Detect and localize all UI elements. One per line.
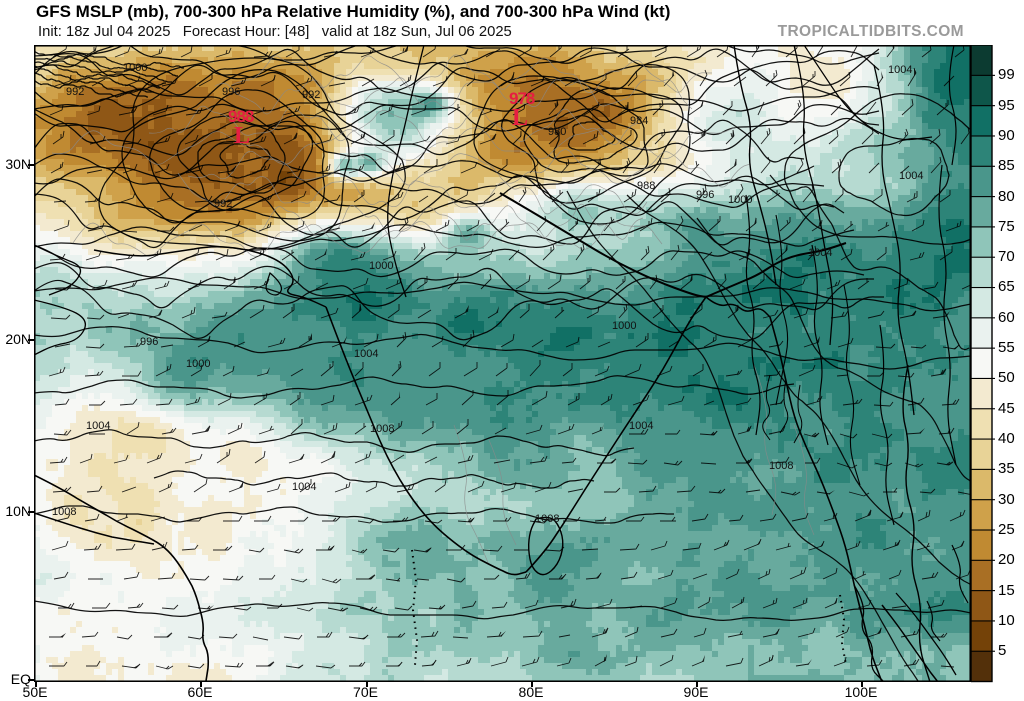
svg-text:992: 992 xyxy=(214,198,232,210)
svg-text:992: 992 xyxy=(302,89,320,101)
svg-text:988: 988 xyxy=(637,180,655,192)
svg-text:1008: 1008 xyxy=(769,460,793,472)
svg-text:1008: 1008 xyxy=(370,423,394,435)
svg-text:1000: 1000 xyxy=(612,320,636,332)
svg-text:988: 988 xyxy=(228,107,254,126)
svg-text:984: 984 xyxy=(630,115,648,127)
svg-text:1004: 1004 xyxy=(292,481,316,493)
svg-text:1004: 1004 xyxy=(808,247,832,259)
svg-text:1000: 1000 xyxy=(186,358,210,370)
svg-text:1004: 1004 xyxy=(354,348,378,360)
svg-text:980: 980 xyxy=(548,126,566,138)
svg-text:1000: 1000 xyxy=(369,260,393,272)
svg-text:996: 996 xyxy=(140,336,158,348)
svg-text:1000: 1000 xyxy=(728,194,752,206)
svg-text:L: L xyxy=(234,123,250,149)
svg-text:996: 996 xyxy=(696,189,714,201)
svg-text:1008: 1008 xyxy=(52,506,76,518)
svg-text:1004: 1004 xyxy=(899,170,923,182)
svg-text:L: L xyxy=(512,105,528,131)
svg-text:1000: 1000 xyxy=(123,62,147,74)
svg-text:1004: 1004 xyxy=(888,64,912,76)
svg-text:996: 996 xyxy=(222,86,240,98)
svg-text:992: 992 xyxy=(66,86,84,98)
svg-text:1004: 1004 xyxy=(629,420,653,432)
svg-text:1004: 1004 xyxy=(86,420,110,432)
svg-text:978: 978 xyxy=(509,89,535,108)
svg-text:1008: 1008 xyxy=(535,513,559,525)
